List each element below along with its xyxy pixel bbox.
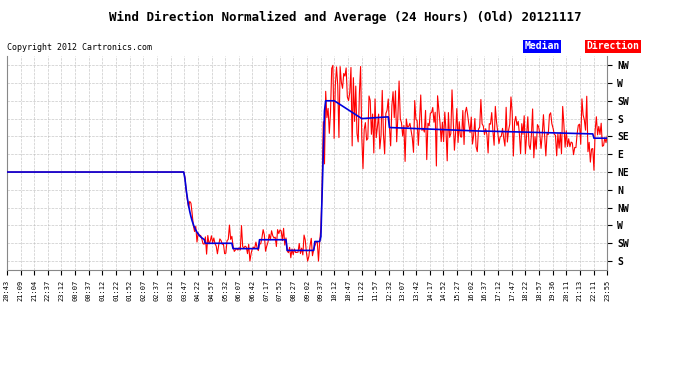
Text: Median: Median [524,41,560,51]
Text: Copyright 2012 Cartronics.com: Copyright 2012 Cartronics.com [7,43,152,52]
Text: Wind Direction Normalized and Average (24 Hours) (Old) 20121117: Wind Direction Normalized and Average (2… [109,11,581,24]
Text: Direction: Direction [586,41,640,51]
